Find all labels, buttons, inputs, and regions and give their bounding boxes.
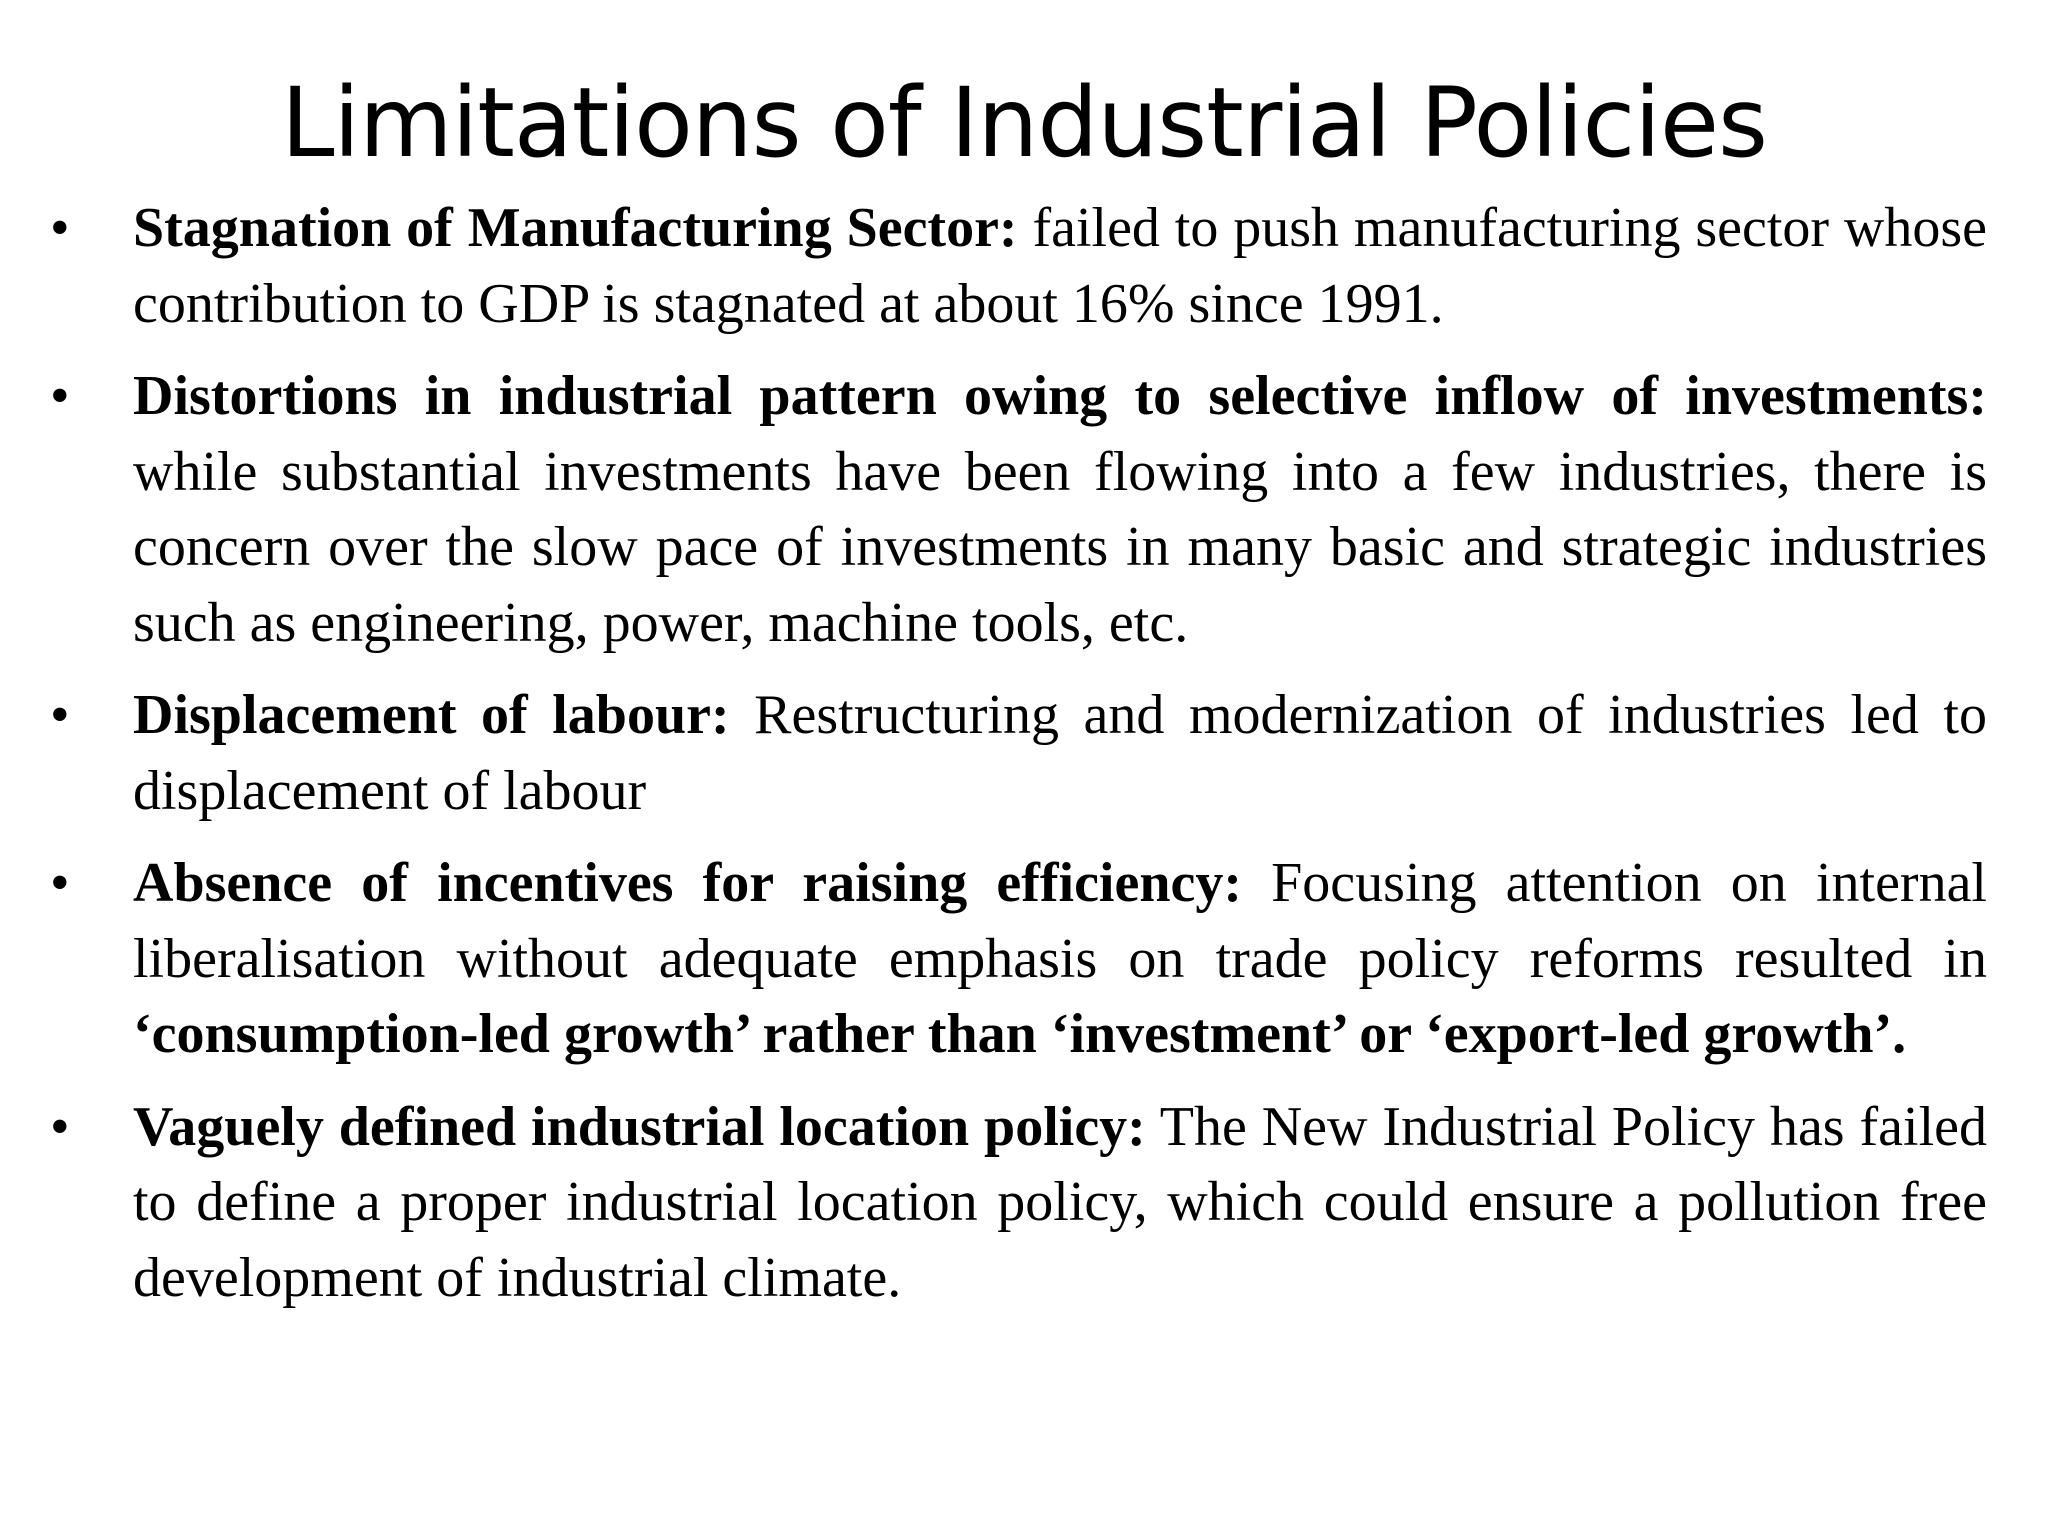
bullet-heading: Stagnation of Manufacturing Sector: bbox=[133, 197, 1018, 259]
bullet-heading: Distortions in industrial pattern owing … bbox=[133, 365, 1987, 427]
bullet-body: Distortions in industrial pattern owing … bbox=[133, 359, 1987, 661]
bullet-body: Displacement of labour: Restructuring an… bbox=[133, 678, 1987, 829]
bullet-item-distortions: • Distortions in industrial pattern owin… bbox=[0, 359, 2048, 661]
bullet-body: Absence of incentives for raising effici… bbox=[133, 846, 1987, 1073]
bullet-marker-icon: • bbox=[50, 684, 70, 746]
bullet-text: The New Industrial Policy has failed to … bbox=[133, 1095, 1987, 1309]
bullet-marker-icon: • bbox=[50, 852, 70, 914]
bullet-emphasis: ‘consumption-led growth’ rather than ‘in… bbox=[133, 1003, 1907, 1065]
bullet-body: Stagnation of Manufacturing Sector: fail… bbox=[133, 191, 1987, 342]
bullet-text: while substantial investments have been … bbox=[133, 440, 1987, 654]
bullet-text: Restructuring and modernization of indus… bbox=[133, 684, 1987, 822]
slide-title: Limitations of Industrial Policies bbox=[280, 67, 1768, 179]
bullet-heading: Vaguely defined industrial location poli… bbox=[133, 1095, 1146, 1158]
bullet-marker-icon: • bbox=[50, 197, 70, 259]
bullet-heading: Displacement of labour: bbox=[133, 684, 730, 746]
bullet-text: failed to push manufacturing sector whos… bbox=[133, 197, 1987, 335]
bullet-list: • Stagnation of Manufacturing Sector: fa… bbox=[0, 191, 2048, 1333]
bullet-marker-icon: • bbox=[50, 1095, 70, 1158]
bullet-item-incentives: • Absence of incentives for raising effi… bbox=[0, 846, 2048, 1073]
bullet-body: Vaguely defined industrial location poli… bbox=[133, 1090, 1987, 1317]
bullet-item-stagnation: • Stagnation of Manufacturing Sector: fa… bbox=[0, 191, 2048, 342]
bullet-text: Focusing attention on internal liberalis… bbox=[133, 852, 1987, 990]
bullet-item-location-policy: • Vaguely defined industrial location po… bbox=[0, 1090, 2048, 1317]
bullet-item-displacement: • Displacement of labour: Restructuring … bbox=[0, 678, 2048, 829]
bullet-marker-icon: • bbox=[50, 365, 70, 427]
bullet-heading: Absence of incentives for raising effici… bbox=[133, 852, 1242, 914]
